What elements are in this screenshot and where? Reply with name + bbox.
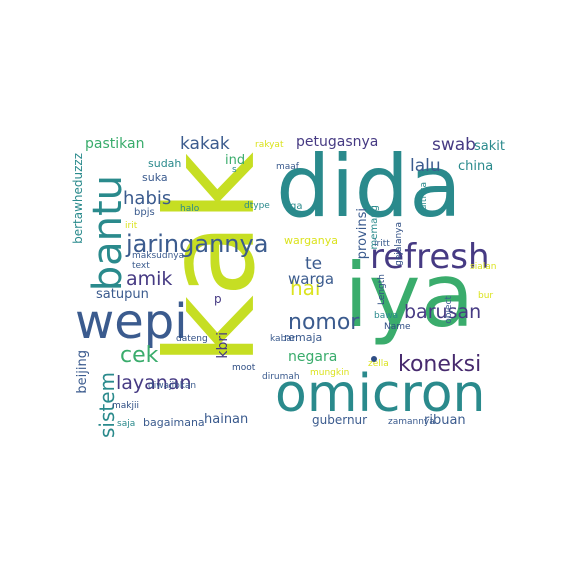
word-layanan: layanan (116, 372, 192, 394)
word-maaf: maaf (276, 162, 299, 172)
word-satupun: satupun (96, 287, 149, 302)
word-te: te (305, 254, 323, 274)
word-makjii: makjii (112, 401, 139, 411)
word-china: china (458, 159, 494, 174)
word-bantu: bantu (85, 175, 131, 292)
word-amik: amik (126, 268, 173, 290)
word-p: p (214, 292, 222, 306)
dot-mark (371, 356, 377, 362)
word-wepi: wepi (75, 294, 188, 350)
word-zella: zella (368, 359, 389, 369)
word-lalu: lalu (410, 156, 441, 176)
word-dateng: dateng (176, 334, 208, 344)
word-sudah: sudah (148, 157, 182, 170)
word-warganya: warganya (284, 234, 339, 247)
word-refresh: refresh (370, 237, 490, 277)
word-saja: saja (117, 419, 136, 429)
word-hainan: hainan (204, 412, 249, 427)
word-kakak: kakak (180, 134, 230, 154)
word-hai: hai (290, 276, 321, 300)
word-halo: halo (180, 204, 200, 214)
word-s: s (232, 165, 237, 175)
word-rakyat: rakyat (255, 140, 284, 150)
word-koneksi: koneksi (398, 352, 482, 377)
word-beijing: beijing (75, 350, 90, 394)
word-irit: irit (125, 221, 138, 231)
word-bertawheduzzz: bertawheduzzz (71, 153, 85, 244)
word-diwajibkan: diwajibkan (148, 381, 197, 391)
word-text: text (132, 261, 150, 271)
word-gejalanya: gejalanya (394, 222, 404, 266)
word-duitnya: duitnya (419, 182, 429, 216)
word-negara: negara (288, 349, 338, 365)
word-kabar: kabar (270, 334, 296, 344)
word-zamannya: zamannya (388, 417, 435, 427)
word-ind: ind (225, 153, 246, 168)
word-sakit: sakit (474, 139, 505, 154)
word-bagaimana: bagaimana (143, 416, 205, 429)
word-ribuan: ribuan (424, 413, 466, 428)
word-maksudnya: maksudnya (132, 251, 185, 261)
word-bpjs: bpjs (134, 207, 155, 218)
word-nomor: nomor (288, 310, 360, 335)
word-remaja: remaja (284, 331, 323, 344)
word-gubernur: gubernur (312, 413, 368, 427)
word-dtype: dtype (244, 201, 270, 211)
word-sialan: sialan (470, 262, 497, 272)
word-iritt: iritt (374, 239, 390, 249)
word-bur: bur (478, 291, 494, 301)
word-dirumah: dirumah (262, 372, 300, 382)
word-suka: suka (142, 171, 168, 184)
word-warga: warga (288, 270, 335, 288)
word-petugasnya: petugasnya (296, 134, 379, 150)
word-jaringannya: jaringannya (126, 230, 269, 258)
word-length: Length (377, 274, 387, 306)
word-dida: dida (276, 137, 462, 237)
word-swab: swab (432, 135, 476, 155)
word-cek: cek (120, 343, 159, 368)
word-name: Name (384, 322, 411, 332)
word-bawa: bawa (374, 311, 399, 321)
word-barusan: barusan (404, 301, 482, 323)
word-moot: moot (232, 363, 256, 373)
word-kbri: kbri (215, 332, 231, 359)
word-mungkin: mungkin (310, 368, 350, 378)
word-pastikan: pastikan (85, 136, 145, 152)
word-iya: iya (344, 244, 475, 347)
word-habis: habis (123, 188, 172, 209)
word-object: object (444, 296, 454, 324)
word-omicron: omicron (275, 364, 486, 424)
word-provinsi: provinsi (355, 208, 370, 260)
word-ga: ga (290, 201, 303, 212)
